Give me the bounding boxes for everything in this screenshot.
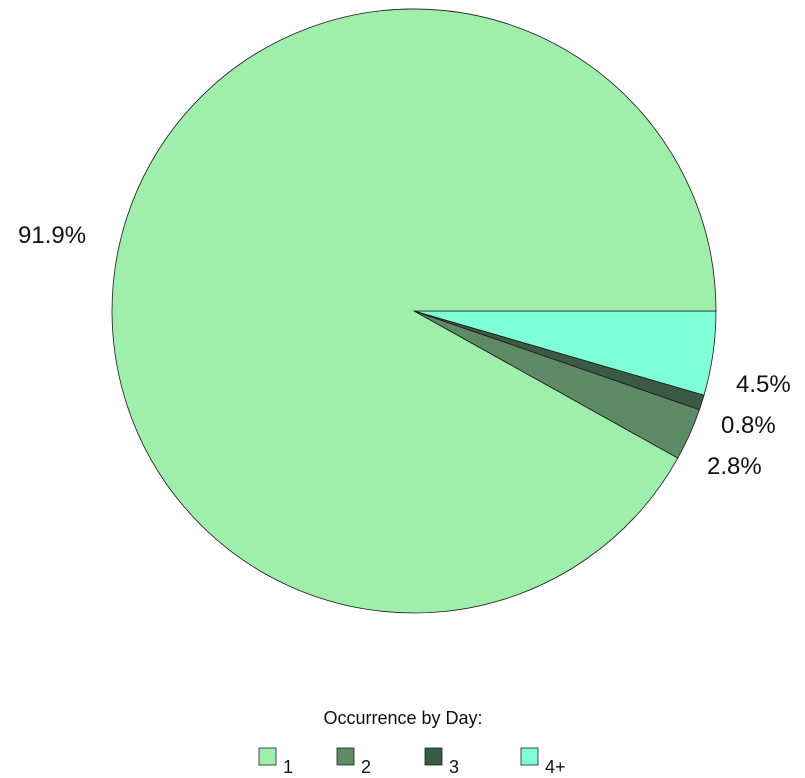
slice-label-1: 91.9% [18,222,86,249]
legend-swatch-2 [336,747,355,766]
slice-label-2: 2.8% [707,453,762,480]
slice-label-4plus: 4.5% [736,371,791,398]
slice-label-3: 0.8% [721,412,776,439]
legend-swatch-1 [258,747,277,766]
pie-slice-1 [111,8,717,614]
slice-labels: 91.9% 2.8% 0.8% 4.5% [18,222,791,480]
pie-slices [111,8,717,614]
legend-label-2: 2 [361,757,371,777]
legend-swatch-4plus [520,747,539,766]
legend-label-1: 1 [283,757,293,777]
legend-title: Occurrence by Day: [323,708,482,728]
legend-swatch-3 [424,747,443,766]
legend: 1 2 3 4+ [258,747,566,777]
legend-label-3: 3 [449,757,459,777]
legend-label-4plus: 4+ [545,757,566,777]
